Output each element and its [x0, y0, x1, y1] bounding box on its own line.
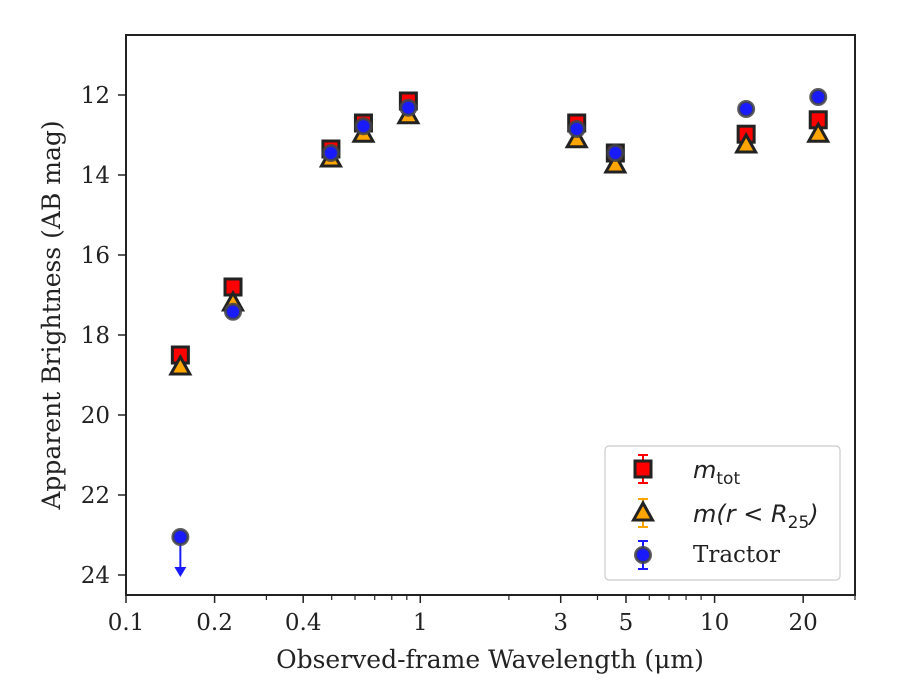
x-tick-label: 0.1 [108, 610, 145, 636]
tractor-point [606, 144, 625, 162]
m-r25-point [603, 151, 628, 174]
x-tick-label: 5 [619, 610, 634, 636]
upper-limit-arrow-head [174, 567, 187, 577]
y-tick-label: 22 [81, 483, 110, 509]
x-tick-label: 1 [413, 610, 428, 636]
legend-label-m-tot: mtot [693, 456, 740, 489]
legend-label-m-tot-sub: tot [716, 469, 740, 489]
m-r25-point [734, 131, 759, 154]
legend-box [604, 445, 841, 581]
legend-label-tractor: Tractor [693, 542, 780, 568]
tractor-point [224, 302, 243, 321]
legend: mtot m(r < R25) Tractor [604, 445, 841, 581]
x-tick-label: 0.2 [196, 610, 233, 636]
legend-marker-m-tot [633, 459, 653, 479]
tractor-point [171, 528, 190, 546]
x-tick-label: 20 [789, 610, 818, 636]
y-tick-label: 18 [81, 323, 110, 349]
m-r25-point [564, 126, 589, 149]
m-r25-point [168, 353, 193, 376]
x-axis-label: Observed-frame Wavelength (μm) [276, 645, 704, 674]
legend-markers [630, 454, 656, 570]
legend-label-m-r25-sub: 25 [788, 513, 810, 533]
tractor-point [737, 100, 756, 118]
axis-ticks: 0.1 0.2 0.4 1 3 5 10 20 12 14 16 18 20 22 24 [81, 83, 856, 636]
legend-label-m-r25: m(r < R25) [693, 500, 819, 533]
tractor-point [809, 88, 828, 106]
tractor-point [354, 117, 373, 136]
y-tick-label: 14 [81, 163, 110, 189]
legend-label-m-r25-main: m(r < R [693, 500, 788, 528]
plot-frame [125, 34, 856, 596]
x-tick-label: 10 [700, 610, 729, 636]
y-tick-label: 24 [81, 563, 110, 589]
legend-marker-tractor [634, 546, 652, 564]
legend-label-m-tot-main: m [693, 456, 716, 484]
y-axis-label: Apparent Brightness (AB mag) [37, 120, 66, 510]
y-tick-label: 20 [81, 403, 110, 429]
m-r25-point [806, 121, 831, 143]
legend-marker-m-r25 [630, 499, 656, 522]
y-tick-label: 16 [81, 243, 110, 269]
tractor-point [567, 120, 586, 138]
legend-label-m-r25-tail: ) [807, 500, 818, 528]
data-marks [168, 88, 831, 577]
tractor-point [321, 144, 340, 162]
tractor-point [399, 98, 418, 117]
x-tick-label: 0.4 [285, 610, 322, 636]
y-tick-label: 12 [81, 83, 110, 109]
x-tick-label: 3 [553, 610, 568, 636]
